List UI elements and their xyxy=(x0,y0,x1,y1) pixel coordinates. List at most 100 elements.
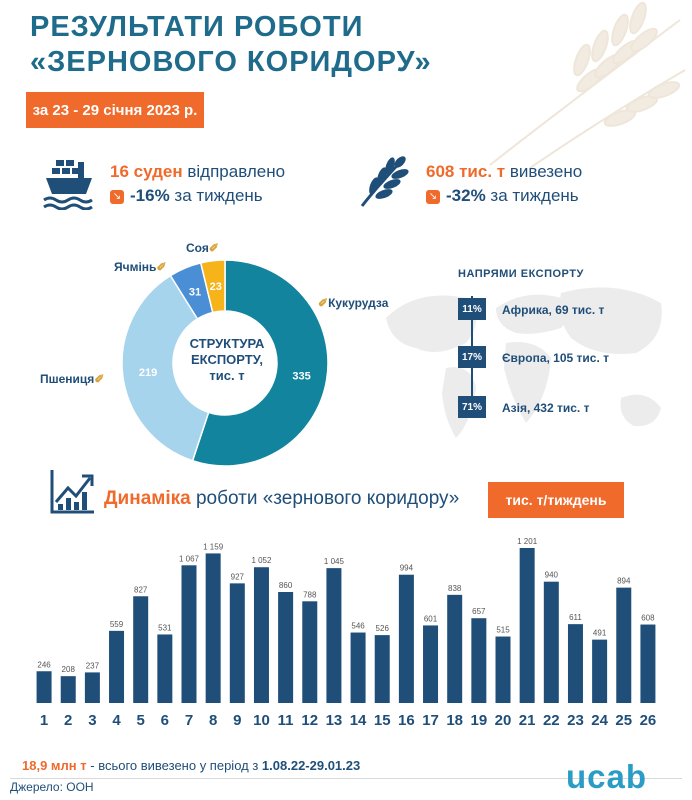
x-tick-label: 20 xyxy=(495,712,512,729)
bar-value-label: 927 xyxy=(231,572,245,581)
bar-value-label: 1 052 xyxy=(251,556,272,565)
x-tick-label: 2 xyxy=(64,712,72,729)
down-arrow-icon: ↘ xyxy=(110,189,124,204)
volume-change-row: ↘ -32% за тиждень xyxy=(426,186,579,206)
bar-value-label: 546 xyxy=(351,622,365,631)
legend-soy-label: Соя xyxy=(186,241,209,255)
volume-change: -32% xyxy=(446,186,486,205)
bar-week-15 xyxy=(374,635,390,703)
bar-value-label: 1 067 xyxy=(179,554,200,563)
ships-text: відправлено xyxy=(187,162,286,181)
wheat-icon xyxy=(360,156,409,207)
bar-week-11 xyxy=(278,592,294,703)
bar-week-18 xyxy=(447,594,463,703)
bar-week-17 xyxy=(423,625,439,703)
directions-title: НАПРЯМИ ЕКСПОРТУ xyxy=(458,268,584,280)
donut-center-label: СТРУКТУРА ЕКСПОРТУ, тис. т xyxy=(182,336,272,384)
ships-stat: 16 суден відправлено xyxy=(110,162,285,182)
bar-value-label: 1 045 xyxy=(324,557,345,566)
legend-corn-label: Кукурудза xyxy=(328,296,389,310)
bar-week-19 xyxy=(471,618,487,703)
donut-slice-4 xyxy=(199,259,226,314)
bar-value-label: 860 xyxy=(279,581,293,590)
bar-week-12 xyxy=(302,601,318,703)
donut-center-line-3: тис. т xyxy=(209,368,245,383)
page-title: РЕЗУЛЬТАТИ РОБОТИ «ЗЕРНОВОГО КОРИДОРУ» xyxy=(30,10,432,80)
x-tick-label: 7 xyxy=(185,712,193,729)
bar-week-4 xyxy=(109,630,125,703)
bar-week-9 xyxy=(229,583,245,703)
bar-week-13 xyxy=(326,568,342,703)
x-tick-label: 3 xyxy=(88,712,96,729)
bar-value-label: 608 xyxy=(641,614,655,623)
x-tick-label: 15 xyxy=(374,712,391,729)
source-note: Джерело: ООН xyxy=(10,780,94,794)
x-tick-label: 25 xyxy=(615,712,632,729)
bar-week-20 xyxy=(495,636,511,703)
total-exported: 18,9 млн т - всього вивезено у період з … xyxy=(22,758,360,773)
bar-value-label: 1 201 xyxy=(517,537,538,546)
x-tick-label: 19 xyxy=(471,712,488,729)
bar-value-label: 246 xyxy=(37,660,51,669)
x-tick-label: 1 xyxy=(40,712,48,729)
bar-week-23 xyxy=(567,624,583,703)
x-tick-label: 16 xyxy=(398,712,415,729)
x-tick-label: 12 xyxy=(301,712,318,729)
bar-value-label: 940 xyxy=(545,571,559,580)
donut-value-label: 335 xyxy=(292,370,310,382)
dynamics-title-bold: Динаміка xyxy=(104,488,191,509)
ships-change-row: ↘ -16% за тиждень xyxy=(110,186,263,206)
bar-value-label: 657 xyxy=(472,607,486,616)
ucab-logo: ucab xyxy=(566,758,648,795)
direction-percent-europe: 17% xyxy=(458,346,486,368)
donut-slice-1 xyxy=(191,259,329,467)
growth-chart-icon xyxy=(50,470,94,514)
x-tick-label: 23 xyxy=(567,712,584,729)
bar-value-label: 208 xyxy=(62,665,76,674)
down-arrow-icon: ↘ xyxy=(426,189,440,204)
barley-icon: ✐ xyxy=(156,260,167,274)
volume-change-text: за тиждень xyxy=(490,186,579,205)
volume-text: вивезено xyxy=(509,162,583,181)
bar-week-3 xyxy=(84,672,100,703)
legend-corn: ✐Кукурудза xyxy=(318,296,388,310)
ship-icon xyxy=(43,160,93,210)
x-tick-label: 4 xyxy=(112,712,121,729)
x-tick-label: 18 xyxy=(446,712,463,729)
period-badge: за 23 - 29 січня 2023 р. xyxy=(26,92,204,128)
donut-center-line-2: ЕКСПОРТУ, xyxy=(191,352,263,367)
donut-center-line-1: СТРУКТУРА xyxy=(189,336,265,351)
bar-week-6 xyxy=(157,634,173,703)
bar-week-2 xyxy=(60,676,76,703)
bar-week-21 xyxy=(519,548,535,703)
bar-value-label: 611 xyxy=(569,613,582,622)
legend-soy: Соя✐ xyxy=(186,241,219,255)
bar-value-label: 1 159 xyxy=(203,542,224,551)
bar-value-label: 531 xyxy=(158,623,172,632)
bar-week-7 xyxy=(181,565,197,703)
ships-change-text: за тиждень xyxy=(174,186,263,205)
x-tick-label: 9 xyxy=(233,712,241,729)
direction-label-africa: Африка, 69 тис. т xyxy=(502,303,605,317)
bar-week-26 xyxy=(640,624,656,703)
x-tick-label: 8 xyxy=(209,712,217,729)
ships-change: -16% xyxy=(130,186,170,205)
x-tick-label: 10 xyxy=(253,712,270,729)
donut-value-label: 31 xyxy=(189,287,201,299)
x-tick-label: 6 xyxy=(161,712,169,729)
bar-week-10 xyxy=(253,567,269,703)
direction-label-asia: Азія, 432 тис. т xyxy=(502,401,590,415)
bar-week-24 xyxy=(592,639,608,703)
x-tick-label: 14 xyxy=(350,712,367,729)
bar-value-label: 237 xyxy=(86,661,100,670)
bar-week-1 xyxy=(36,671,52,703)
bar-value-label: 515 xyxy=(496,626,510,635)
weekly-dynamics-bar-chart: 246 1 208 2 237 3 559 4 827 5 531 6 1 067 7 1 159 8 927 9… xyxy=(36,537,656,729)
total-text: - всього вивезено у період з xyxy=(90,758,259,773)
ships-value: 16 суден xyxy=(110,162,183,181)
donut-value-label: 219 xyxy=(139,367,157,379)
donut-slice-2 xyxy=(121,274,210,462)
bar-week-14 xyxy=(350,632,366,703)
legend-barley: Ячмінь✐ xyxy=(114,260,167,274)
title-line-2: «ЗЕРНОВОГО КОРИДОРУ» xyxy=(30,46,432,78)
